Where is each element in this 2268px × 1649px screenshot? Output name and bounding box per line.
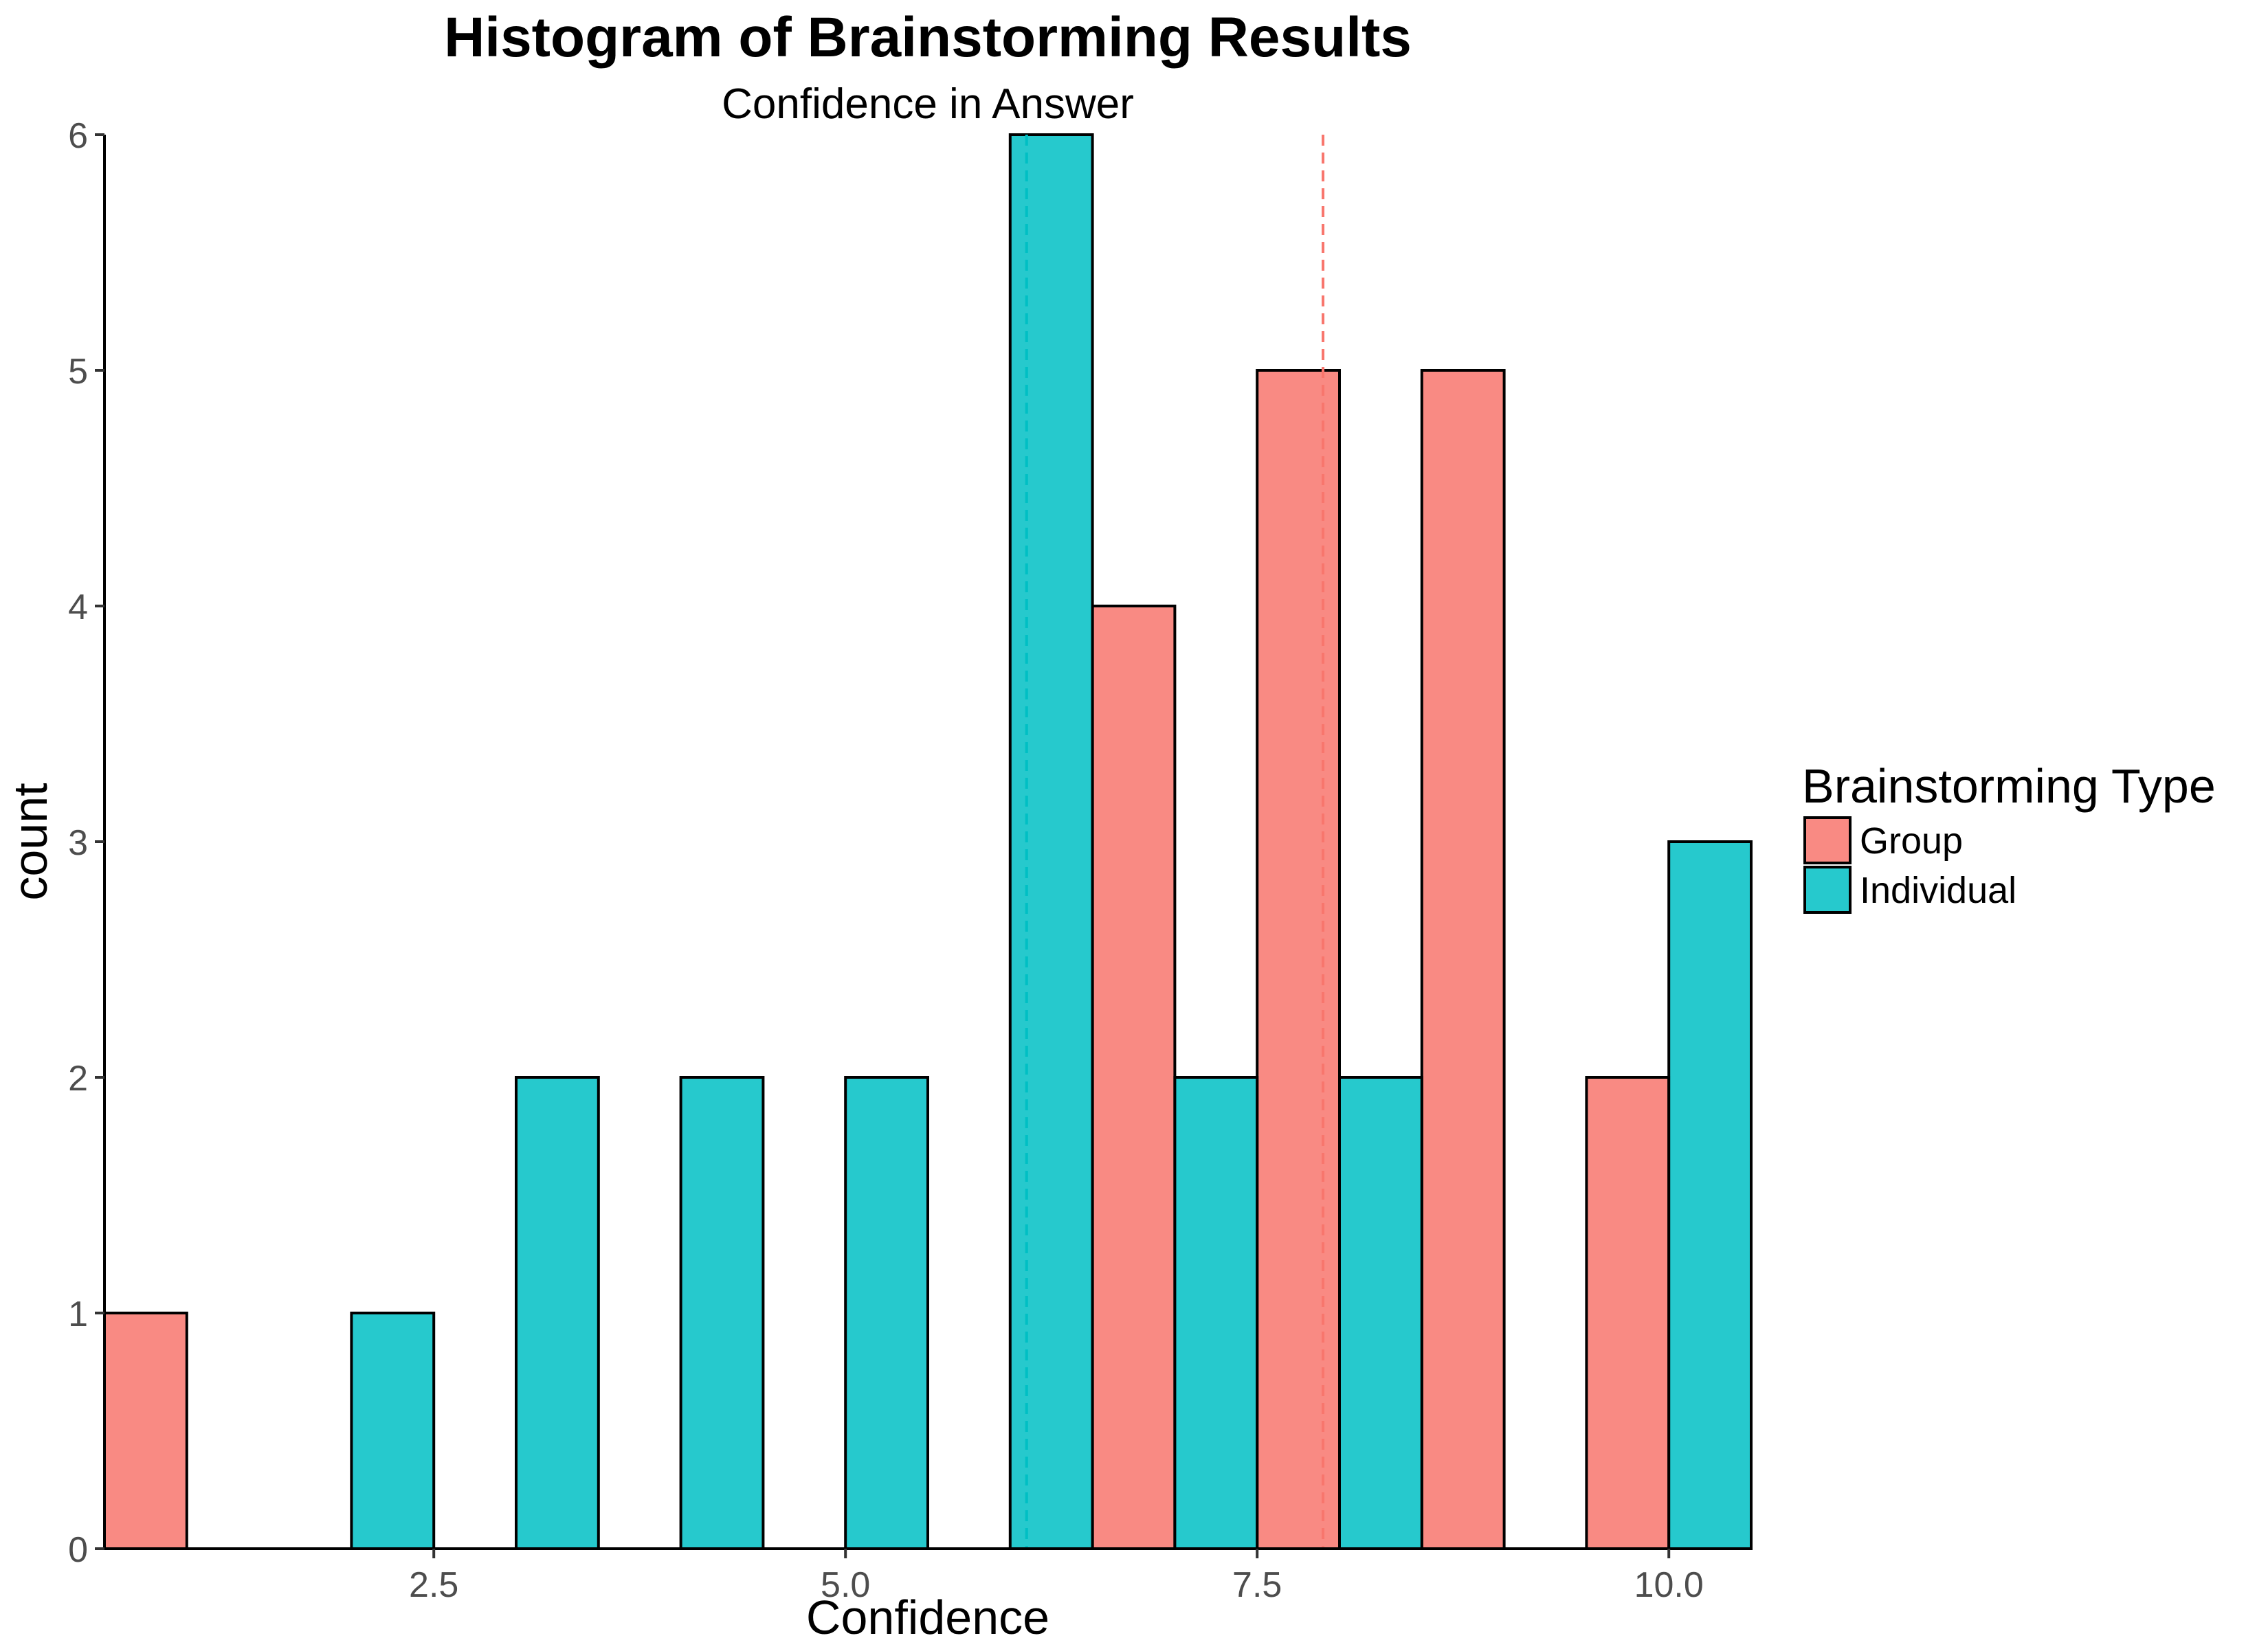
y-axis-title: count: [3, 783, 57, 900]
bar-group-10: [1585, 1076, 1671, 1550]
bar-individual-10: [1667, 840, 1753, 1550]
axes-group: 0 1 2 3 4 5 6 2.5 5.0 7.5 10.0: [68, 116, 1751, 1605]
bars-group: [103, 133, 1753, 1550]
chart-subtitle: Confidence in Answer: [722, 80, 1134, 128]
bar-individual-8: [1338, 1076, 1423, 1550]
bar-individual-3: [515, 1076, 600, 1550]
y-tick-label: 0: [68, 1530, 88, 1570]
chart-title: Histogram of Brainstorming Results: [444, 6, 1412, 69]
bar-group-8: [1256, 369, 1341, 1550]
mean-lines-group: [1025, 135, 1325, 1549]
y-tick-label: 1: [68, 1294, 88, 1334]
bar-individual-2: [350, 1312, 436, 1550]
bar-group-1: [103, 1312, 188, 1550]
legend-label-group: Group: [1860, 820, 1963, 862]
x-tick-label: 5.0: [821, 1565, 870, 1605]
bar-group-7: [1091, 605, 1177, 1550]
bar-individual-7: [1173, 1076, 1259, 1550]
bar-individual-6: [1008, 133, 1094, 1550]
y-tick-label: 2: [68, 1059, 88, 1099]
y-tick-label: 6: [68, 116, 88, 156]
legend-swatch-individual: [1803, 866, 1852, 914]
bar-group-9: [1420, 369, 1506, 1550]
legend: Brainstorming Type Group Individual: [1802, 759, 2216, 914]
x-tick-label: 2.5: [409, 1565, 458, 1605]
y-tick-label: 5: [68, 352, 88, 392]
y-tick-label: 3: [68, 823, 88, 863]
bar-individual-4: [679, 1076, 765, 1550]
legend-label-individual: Individual: [1860, 870, 2016, 911]
x-tick-label: 10.0: [1634, 1565, 1704, 1605]
x-tick-label: 7.5: [1232, 1565, 1282, 1605]
legend-title: Brainstorming Type: [1802, 759, 2216, 813]
x-axis-title: Confidence: [806, 1591, 1049, 1644]
y-tick-label: 4: [68, 587, 88, 627]
legend-swatch-group: [1803, 816, 1852, 864]
bar-individual-5: [844, 1076, 929, 1550]
